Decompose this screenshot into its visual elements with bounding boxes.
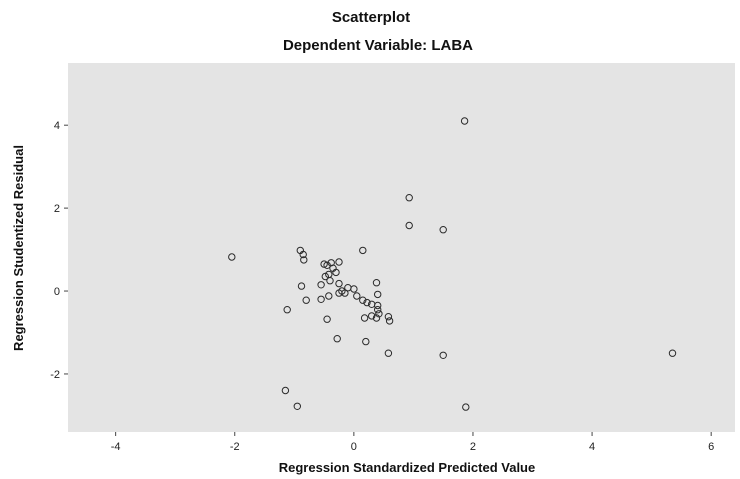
data-point — [460, 117, 469, 125]
data-point — [299, 250, 307, 259]
data-point — [333, 335, 341, 343]
data-point — [668, 349, 677, 357]
data-point — [323, 315, 331, 323]
data-point — [360, 314, 369, 322]
data-point — [385, 317, 394, 325]
data-point — [325, 292, 333, 300]
data-point — [368, 312, 376, 320]
data-point — [439, 226, 447, 234]
scatter-markers — [228, 117, 677, 411]
data-point — [374, 301, 382, 310]
data-point — [335, 258, 343, 266]
data-point — [350, 285, 358, 293]
x-tick-label: -4 — [111, 441, 121, 453]
x-tick-label: 4 — [589, 441, 595, 453]
data-point — [405, 221, 413, 230]
data-point — [363, 298, 371, 307]
data-point — [297, 282, 306, 290]
x-axis-ticks: -4 -2 0 2 4 6 — [111, 432, 714, 453]
data-point — [293, 402, 301, 410]
data-point — [439, 351, 447, 359]
data-point — [281, 386, 290, 395]
data-point — [362, 337, 370, 346]
chart-title: Scatterplot — [332, 9, 410, 26]
y-tick-label: 0 — [54, 286, 60, 298]
data-point — [300, 256, 308, 264]
x-tick-label: 0 — [351, 441, 357, 453]
data-point — [359, 296, 367, 304]
data-point — [228, 253, 236, 261]
y-axis-ticks: -2 0 2 4 — [50, 120, 68, 381]
data-point — [283, 306, 291, 314]
chart-subtitle: Dependent Variable: LABA — [283, 37, 473, 54]
data-point — [372, 314, 381, 322]
data-point — [353, 292, 361, 300]
data-point — [462, 403, 470, 411]
data-point — [384, 313, 393, 321]
data-point — [332, 268, 340, 277]
plot-area — [68, 63, 735, 432]
data-point — [405, 194, 413, 202]
y-tick-label: -2 — [50, 369, 60, 381]
data-point — [374, 306, 382, 314]
data-point — [327, 259, 335, 267]
data-point — [317, 281, 325, 289]
x-tick-label: 6 — [708, 441, 714, 453]
data-point — [384, 349, 393, 357]
y-axis-label: Regression Studentized Residual — [11, 145, 26, 351]
y-tick-label: 4 — [54, 120, 60, 132]
x-tick-label: 2 — [470, 441, 476, 453]
data-point — [341, 289, 349, 297]
data-point — [375, 310, 383, 318]
data-point — [317, 295, 325, 303]
data-point — [359, 246, 367, 255]
data-point — [372, 279, 381, 287]
data-point — [323, 261, 331, 269]
x-axis-label: Regression Standardized Predicted Value — [279, 460, 535, 475]
data-point — [374, 290, 382, 299]
data-point — [335, 279, 343, 288]
data-point — [326, 277, 334, 285]
x-tick-label: -2 — [230, 441, 240, 453]
data-point — [302, 296, 310, 304]
y-tick-label: 2 — [54, 203, 60, 215]
data-point — [335, 289, 343, 297]
